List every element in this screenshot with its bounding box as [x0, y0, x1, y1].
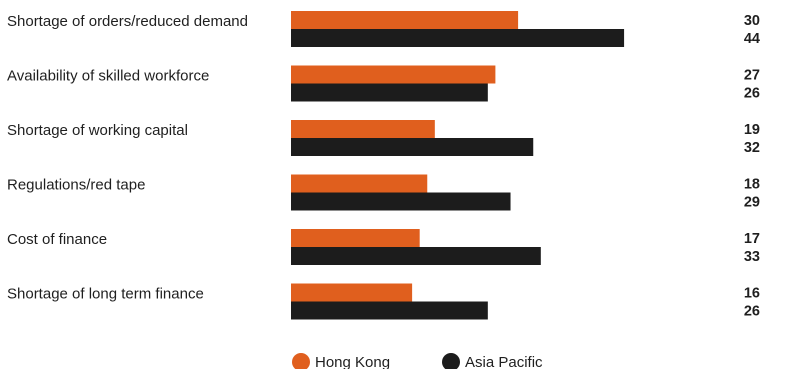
- bar-hong-kong-availability-of-skilled-workforce: [291, 65, 496, 84]
- category-label-shortage-of-long-term-finance: Shortage of long term finance: [7, 286, 204, 303]
- category-labels: Shortage of orders/reduced demand Availab…: [7, 13, 248, 303]
- value-label-asia-pacific-shortage-of-orders-reduced-demand: 44: [744, 31, 760, 47]
- bars: [291, 11, 625, 320]
- bar-asia-pacific-regulations-red-tape: [291, 192, 511, 211]
- legend-label-asia-pacific: Asia Pacific: [465, 354, 543, 369]
- category-label-shortage-of-orders-reduced-demand: Shortage of orders/reduced demand: [7, 13, 248, 30]
- category-label-cost-of-finance: Cost of finance: [7, 231, 107, 248]
- value-label-hong-kong-regulations-red-tape: 18: [744, 177, 760, 193]
- bar-hong-kong-shortage-of-orders-reduced-demand: [291, 11, 519, 29]
- legend-marker-hong-kong: [292, 353, 310, 369]
- legend: Hong Kong Asia Pacific: [292, 353, 543, 369]
- value-label-asia-pacific-shortage-of-working-capital: 32: [744, 140, 760, 156]
- value-label-hong-kong-shortage-of-long-term-finance: 16: [744, 286, 760, 302]
- legend-label-hong-kong: Hong Kong: [315, 354, 390, 369]
- value-label-asia-pacific-availability-of-skilled-workforce: 26: [744, 86, 760, 102]
- bar-asia-pacific-shortage-of-working-capital: [291, 138, 534, 156]
- value-label-asia-pacific-shortage-of-long-term-finance: 26: [744, 304, 760, 320]
- value-labels: 30 44 27 26 19 32 18 29 17 33 16 26: [744, 13, 760, 320]
- bar-hong-kong-shortage-of-working-capital: [291, 120, 435, 138]
- value-label-hong-kong-shortage-of-working-capital: 19: [744, 122, 760, 138]
- bar-hong-kong-shortage-of-long-term-finance: [291, 283, 413, 302]
- legend-marker-asia-pacific: [442, 353, 460, 369]
- category-label-availability-of-skilled-workforce: Availability of skilled workforce: [7, 68, 209, 85]
- category-label-regulations-red-tape: Regulations/red tape: [7, 177, 145, 194]
- bar-hong-kong-cost-of-finance: [291, 229, 420, 247]
- bar-asia-pacific-shortage-of-orders-reduced-demand: [291, 29, 625, 47]
- bar-asia-pacific-availability-of-skilled-workforce: [291, 83, 488, 102]
- category-label-shortage-of-working-capital: Shortage of working capital: [7, 122, 188, 139]
- value-label-hong-kong-shortage-of-orders-reduced-demand: 30: [744, 13, 760, 29]
- value-label-asia-pacific-regulations-red-tape: 29: [744, 195, 760, 211]
- bar-asia-pacific-shortage-of-long-term-finance: [291, 301, 488, 320]
- bar-hong-kong-regulations-red-tape: [291, 174, 428, 193]
- value-label-asia-pacific-cost-of-finance: 33: [744, 249, 760, 265]
- value-label-hong-kong-cost-of-finance: 17: [744, 231, 760, 247]
- value-label-hong-kong-availability-of-skilled-workforce: 27: [744, 68, 760, 84]
- bar-asia-pacific-cost-of-finance: [291, 247, 541, 265]
